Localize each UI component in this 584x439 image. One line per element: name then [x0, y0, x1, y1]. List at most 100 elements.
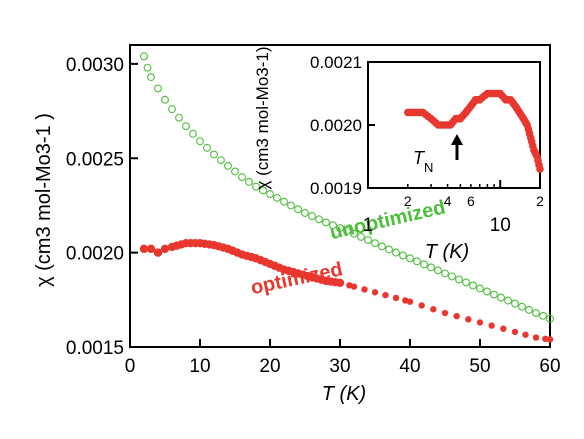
main-x-tick-label: 0	[125, 356, 136, 377]
data-point	[336, 224, 344, 233]
inset-x-axis-label-text: T (K)	[425, 241, 469, 263]
data-point	[406, 254, 414, 263]
data-point	[465, 316, 472, 323]
optimized-series	[139, 238, 554, 343]
data-point	[469, 281, 477, 290]
tn-label-subscript: N	[424, 160, 433, 175]
data-point	[399, 251, 407, 260]
data-point	[476, 319, 484, 326]
inset-x-major-tick-label: 1	[363, 215, 374, 236]
data-point	[483, 287, 491, 296]
data-point	[511, 328, 519, 336]
data-point	[525, 305, 533, 314]
tn-label: TN	[413, 148, 433, 175]
data-point	[343, 226, 351, 235]
tn-arrow-head	[451, 134, 463, 145]
data-point	[238, 173, 246, 182]
main-y-axis-label: χ (cm3 mol-Mo3-1 )	[33, 113, 55, 287]
data-point	[504, 296, 512, 305]
data-point	[441, 269, 449, 278]
data-point	[217, 156, 225, 165]
data-point	[518, 302, 526, 311]
data-point	[453, 312, 460, 320]
data-point	[532, 309, 540, 317]
data-point	[266, 190, 274, 199]
data-point	[462, 278, 470, 287]
tn-label-main: T	[413, 148, 426, 168]
inset-y-tick-label: 0.0019	[310, 179, 362, 198]
data-point	[500, 325, 507, 332]
data-point	[280, 197, 288, 206]
data-point	[532, 334, 540, 341]
data-point	[252, 182, 260, 191]
main-x-tick-label: 20	[259, 356, 280, 377]
data-point	[378, 242, 386, 251]
data-point	[434, 266, 442, 275]
data-point	[350, 229, 358, 238]
main-axis-ticks: 0 10 20 30 40 50 60 0.0015 0.0020 0.0025 0.0030	[66, 55, 561, 377]
data-point	[392, 294, 400, 302]
data-point	[203, 143, 211, 152]
data-point	[476, 284, 484, 293]
data-point	[392, 248, 400, 257]
data-point	[361, 286, 368, 293]
data-point	[511, 299, 519, 308]
data-point	[210, 150, 218, 159]
data-point	[522, 331, 529, 338]
data-point	[430, 306, 437, 313]
data-point	[154, 84, 162, 93]
inset-y-axis-label: χ (cm3 mol-Mo3-1)	[253, 46, 272, 189]
unoptimized-label: unoptimized	[328, 196, 448, 244]
data-point	[301, 209, 309, 217]
inset-x-major-tick-label: 10	[490, 215, 511, 236]
neel-temperature-annotation: TN	[413, 134, 463, 175]
data-point	[175, 113, 183, 122]
main-x-tick-label: 30	[329, 356, 350, 377]
data-point	[147, 73, 155, 82]
data-point	[490, 290, 498, 299]
data-point	[382, 291, 389, 299]
inset-data-point	[536, 165, 544, 173]
data-point	[140, 52, 148, 61]
data-point	[308, 212, 316, 221]
data-point	[160, 244, 170, 254]
main-x-tick-label: 10	[189, 356, 210, 377]
inset-x-minor-tick-label: 6	[467, 193, 475, 209]
data-point	[542, 335, 549, 343]
data-point	[385, 245, 393, 254]
data-point	[441, 309, 449, 317]
data-point	[294, 205, 302, 214]
inset-x-minor-tick-label: 4	[444, 193, 452, 209]
inset-x-minor-tick-label: 2	[536, 193, 544, 209]
inset-y-tick-label: 0.0020	[310, 116, 362, 135]
data-point	[143, 63, 152, 72]
data-point	[287, 201, 295, 210]
optimized-inset-series	[403, 89, 544, 173]
main-y-tick-label: 0.0030	[66, 55, 124, 76]
data-point	[455, 275, 463, 284]
main-y-tick-label: 0.0025	[66, 149, 124, 170]
data-point	[488, 322, 495, 329]
data-point	[245, 177, 253, 186]
data-point	[413, 257, 421, 266]
data-point	[189, 129, 197, 138]
data-point	[406, 298, 414, 305]
data-point	[315, 215, 323, 224]
inset-x-minor-tick-label: 2	[404, 193, 412, 209]
data-point	[546, 336, 554, 343]
data-point	[322, 218, 330, 227]
data-point	[168, 105, 176, 114]
data-point	[364, 236, 372, 244]
data-point	[418, 302, 425, 309]
main-x-axis-label: T (K)	[322, 383, 366, 405]
main-x-tick-label: 50	[469, 356, 490, 377]
data-point	[273, 193, 281, 202]
data-point	[420, 260, 428, 269]
data-point	[196, 137, 204, 146]
main-plot-series	[139, 52, 554, 343]
inset-x-axis-label: T (K)	[425, 241, 469, 263]
data-point	[371, 239, 379, 248]
data-point	[231, 167, 239, 176]
data-point	[546, 314, 554, 323]
inset-y-tick-label: 0.0021	[310, 53, 362, 72]
